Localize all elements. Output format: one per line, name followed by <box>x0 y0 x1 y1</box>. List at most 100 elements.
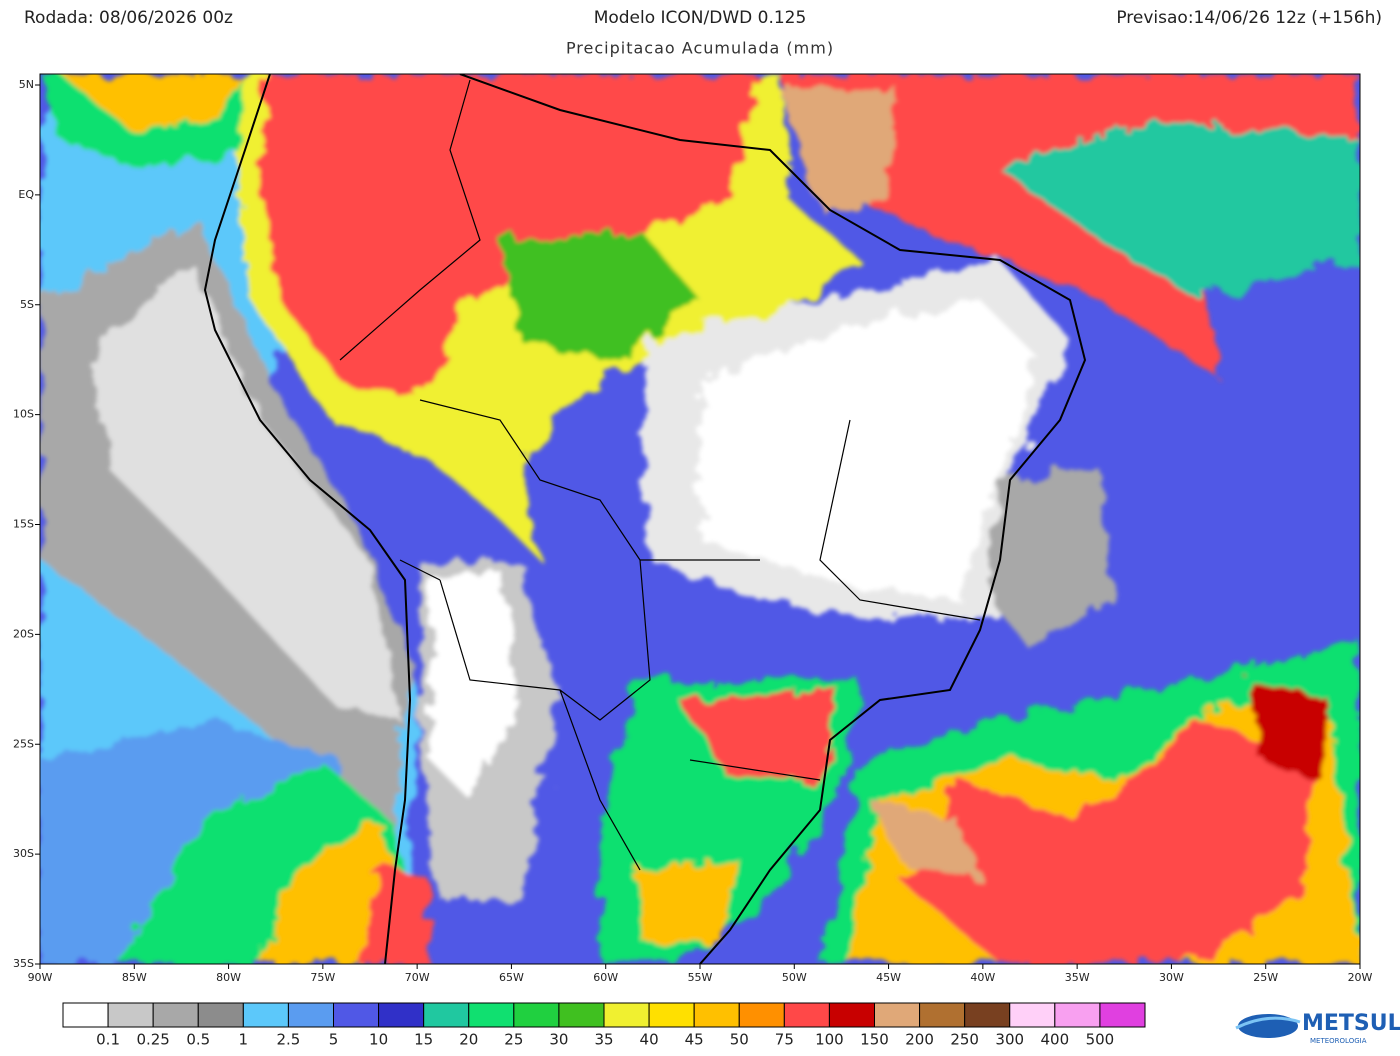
colorbar-swatch <box>242 1002 289 1028</box>
lat-label: 5N <box>19 78 34 91</box>
lon-label: 30W <box>1159 971 1184 984</box>
colorbar-swatch <box>783 1002 830 1028</box>
logo: METSUL METEOROLOGIA <box>1235 1011 1400 1045</box>
precip-field <box>40 74 1360 964</box>
colorbar-label: 100 <box>815 1031 844 1049</box>
field-shapes <box>40 74 1360 964</box>
colorbar-swatch <box>1099 1002 1146 1028</box>
colorbar-swatch <box>468 1002 515 1028</box>
lon-label: 50W <box>782 971 807 984</box>
colorbar-label: 15 <box>414 1031 433 1049</box>
field <box>90 260 400 720</box>
model-title: Modelo ICON/DWD 0.125 <box>594 8 807 28</box>
colorbar-swatch <box>1009 1002 1056 1028</box>
colorbar-label: 40 <box>640 1031 659 1049</box>
colorbar-swatch <box>964 1002 1011 1028</box>
lat-label: 30S <box>13 847 34 860</box>
lon-label: 90W <box>28 971 53 984</box>
lon-label: 35W <box>1065 971 1090 984</box>
colorbar-swatch <box>378 1002 425 1028</box>
lon-label: 85W <box>122 971 147 984</box>
lon-label: 70W <box>405 971 430 984</box>
colorbar-swatch <box>648 1002 695 1028</box>
lat-label: 25S <box>13 737 34 750</box>
lon-label: 25W <box>1253 971 1278 984</box>
colorbar-label: 30 <box>549 1031 568 1049</box>
colorbar-label: 150 <box>860 1031 889 1049</box>
field <box>1000 120 1360 300</box>
logo-name: METSUL <box>1302 1011 1400 1036</box>
colorbar-label: 400 <box>1041 1031 1070 1049</box>
colorbar-label: 0.5 <box>186 1031 210 1049</box>
logo-tagline: METEOROLOGIA <box>1310 1037 1367 1045</box>
field <box>60 74 240 130</box>
colorbar-label: 200 <box>905 1031 934 1049</box>
colorbar-swatch <box>107 1002 154 1028</box>
colorbar-label: 35 <box>594 1031 613 1049</box>
colorbar-label: 50 <box>730 1031 749 1049</box>
lon-label: 40W <box>970 971 995 984</box>
colorbar-label: 25 <box>504 1031 523 1049</box>
lat-label: 5S <box>20 298 34 311</box>
field <box>430 570 520 800</box>
colorbar-swatch <box>558 1002 605 1028</box>
colorbar-label: 250 <box>950 1031 979 1049</box>
lon-label: 45W <box>876 971 901 984</box>
field <box>680 690 840 780</box>
colorbar-label: 300 <box>995 1031 1024 1049</box>
colorbar-label: 75 <box>775 1031 794 1049</box>
lat-label: 35S <box>13 957 34 970</box>
colorbar-swatch <box>62 1002 109 1028</box>
field <box>990 470 1110 650</box>
colorbar-label: 20 <box>459 1031 478 1049</box>
borders <box>339 79 981 871</box>
field <box>700 300 1040 600</box>
colorbar-label: 2.5 <box>276 1031 300 1049</box>
lat-label: 10S <box>13 408 34 421</box>
field <box>360 860 430 964</box>
colorbar-swatch <box>693 1002 740 1028</box>
field <box>260 74 760 400</box>
lon-label: 60W <box>593 971 618 984</box>
colorbar-label: 45 <box>685 1031 704 1049</box>
colorbar-swatch <box>603 1002 650 1028</box>
colorbar-swatch <box>287 1002 334 1028</box>
colorbar-label: 10 <box>369 1031 388 1049</box>
forecast-time: Previsao:14/06/26 12z (+156h) <box>1116 8 1382 28</box>
lon-label: 65W <box>499 971 524 984</box>
colorbar-label: 0.25 <box>136 1031 169 1049</box>
lon-label: 75W <box>310 971 335 984</box>
field <box>1250 680 1330 780</box>
field <box>870 800 980 880</box>
colorbar-label: 500 <box>1086 1031 1115 1049</box>
colorbar-swatch <box>828 1002 876 1028</box>
colorbar-swatch <box>333 1002 380 1028</box>
logo-swoosh <box>1235 1016 1301 1030</box>
run-time: Rodada: 08/06/2026 00z <box>24 8 233 28</box>
field <box>500 230 700 360</box>
lon-label: 55W <box>688 971 713 984</box>
colorbar: 0.1 0.25 0.5 1 2.5 5 10 15 20 25 30 35 40 45 50 75 100 15… <box>62 1002 1146 1049</box>
colorbar-swatch <box>738 1002 785 1028</box>
coastline <box>203 74 1087 964</box>
lat-label: EQ <box>18 188 34 201</box>
colorbar-swatch <box>152 1002 199 1028</box>
colorbar-swatch <box>1054 1002 1101 1028</box>
colorbar-label: 1 <box>239 1031 249 1049</box>
lat-label: 20S <box>13 627 34 640</box>
lat-label: 15S <box>13 518 34 531</box>
field <box>640 860 740 940</box>
colorbar-swatch <box>423 1002 470 1028</box>
colorbar-swatch <box>513 1002 560 1028</box>
field <box>780 90 900 210</box>
lon-label: 80W <box>216 971 241 984</box>
colorbar-label: 5 <box>329 1031 339 1049</box>
field <box>900 720 1320 964</box>
colorbar-label: 0.1 <box>96 1031 120 1049</box>
colorbar-swatch <box>919 1002 966 1028</box>
colorbar-swatch <box>874 1002 921 1028</box>
lon-label: 20W <box>1348 971 1373 984</box>
